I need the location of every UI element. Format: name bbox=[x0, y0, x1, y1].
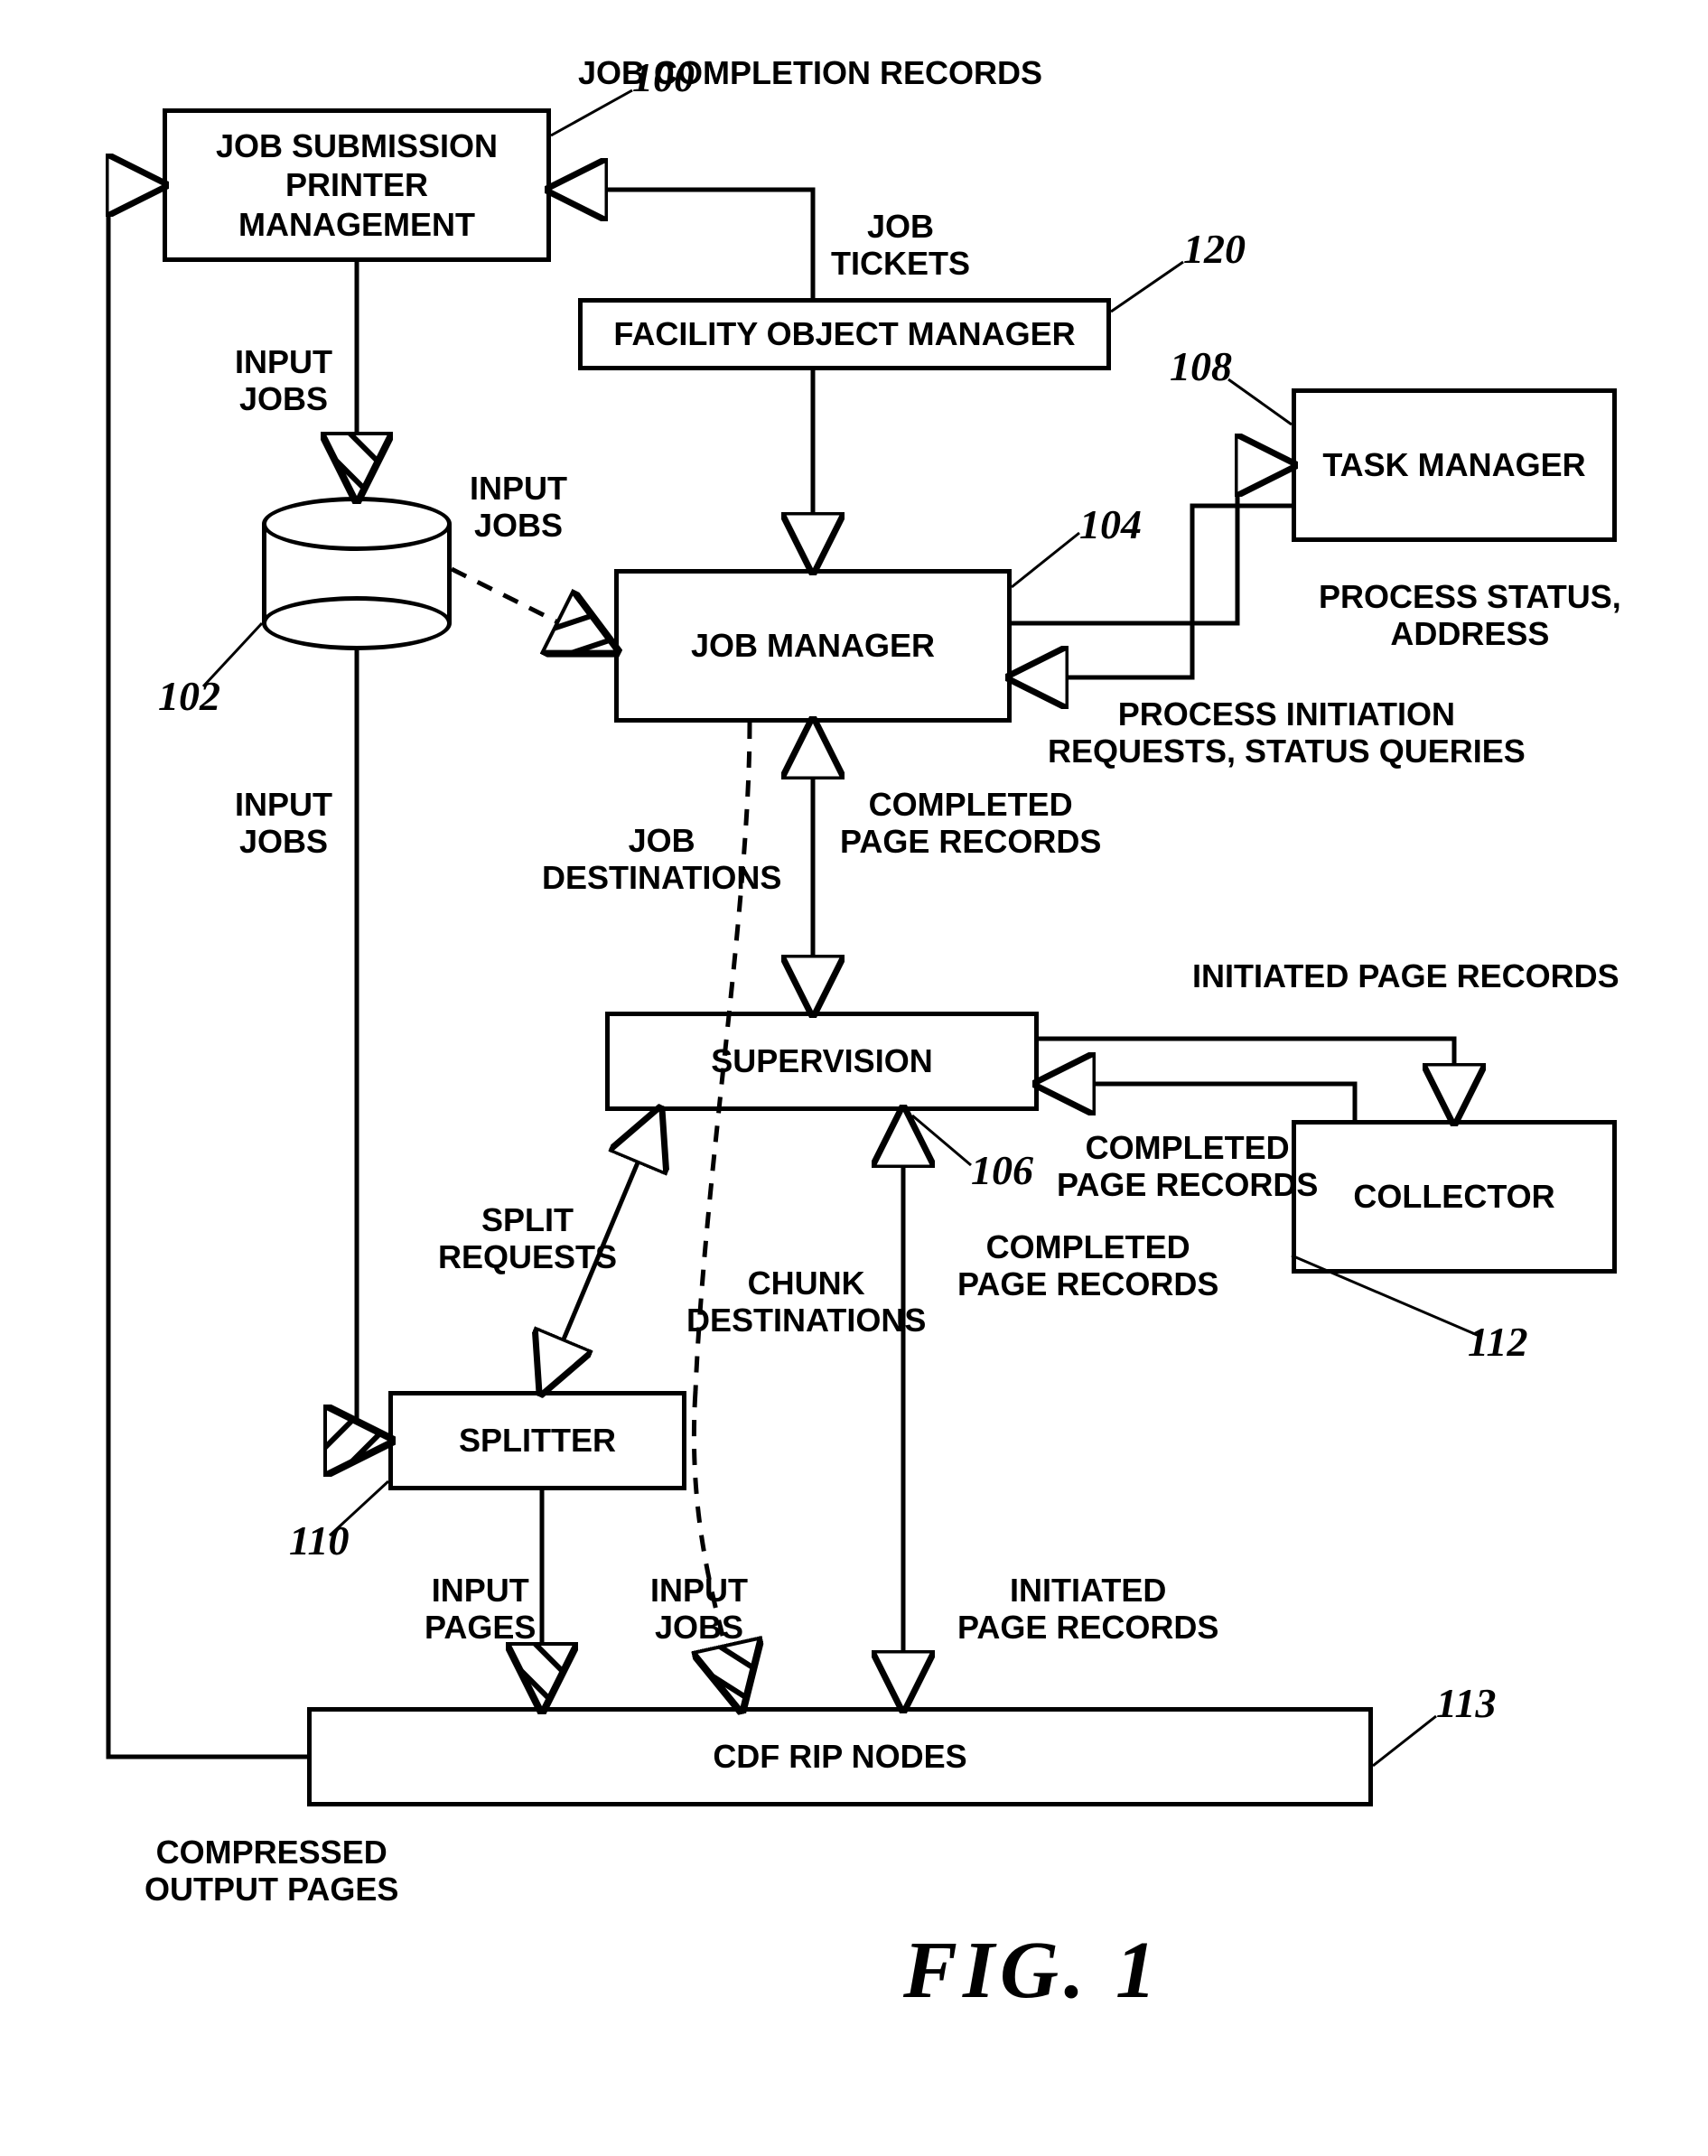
edge-label: INPUT JOBS bbox=[235, 786, 332, 861]
node-job-submission: JOB SUBMISSION PRINTER MANAGEMENT bbox=[163, 108, 551, 262]
node-collector: COLLECTOR bbox=[1292, 1120, 1617, 1274]
node-label: JOB SUBMISSION PRINTER MANAGEMENT bbox=[174, 126, 539, 244]
node-label: CDF RIP NODES bbox=[713, 1737, 966, 1776]
ref-num: 102 bbox=[158, 673, 220, 721]
node-splitter: SPLITTER bbox=[388, 1391, 686, 1490]
edge-label: INITIATED PAGE RECORDS bbox=[957, 1572, 1218, 1647]
diagram-canvas: JOB SUBMISSION PRINTER MANAGEMENT FACILI… bbox=[0, 0, 1708, 2156]
ref-num: 106 bbox=[971, 1147, 1033, 1195]
node-job-manager: JOB MANAGER bbox=[614, 569, 1012, 723]
edge-label: INITIATED PAGE RECORDS bbox=[1192, 957, 1619, 994]
ref-num: 100 bbox=[632, 54, 695, 102]
node-task-manager: TASK MANAGER bbox=[1292, 388, 1617, 542]
node-label: JOB MANAGER bbox=[691, 626, 935, 665]
edge-label: COMPLETED PAGE RECORDS bbox=[1057, 1129, 1318, 1204]
node-facility-object-manager: FACILITY OBJECT MANAGER bbox=[578, 298, 1111, 370]
ref-num: 112 bbox=[1468, 1319, 1527, 1367]
edge-label: COMPLETED PAGE RECORDS bbox=[957, 1228, 1218, 1303]
edge-label: PROCESS INITIATION REQUESTS, STATUS QUER… bbox=[1048, 695, 1526, 770]
edge-label: INPUT JOBS bbox=[470, 470, 567, 545]
edge-label: SPLIT REQUESTS bbox=[438, 1201, 617, 1276]
edge-label: PROCESS STATUS, ADDRESS bbox=[1319, 578, 1621, 653]
ref-num: 120 bbox=[1183, 226, 1246, 274]
edge-label: COMPLETED PAGE RECORDS bbox=[840, 786, 1101, 861]
ref-num: 104 bbox=[1079, 501, 1142, 549]
node-label: COLLECTOR bbox=[1353, 1177, 1554, 1216]
ref-num: 108 bbox=[1170, 343, 1232, 391]
edge-label: JOB DESTINATIONS bbox=[542, 822, 781, 897]
node-label: TASK MANAGER bbox=[1322, 445, 1585, 484]
edge-label: INPUT JOBS bbox=[650, 1572, 748, 1647]
node-label: SPLITTER bbox=[459, 1421, 616, 1460]
edge-label: INPUT JOBS bbox=[235, 343, 332, 418]
figure-caption: FIG. 1 bbox=[903, 1924, 1162, 2017]
node-supervision: SUPERVISION bbox=[605, 1012, 1039, 1111]
edge-label: JOB TICKETS bbox=[831, 208, 970, 283]
edge-label: INPUT PAGES bbox=[425, 1572, 536, 1647]
ref-num: 110 bbox=[289, 1517, 349, 1565]
node-cdf-rip-nodes: CDF RIP NODES bbox=[307, 1707, 1373, 1806]
ref-num: 113 bbox=[1436, 1680, 1496, 1728]
edge-label: COMPRESSED OUTPUT PAGES bbox=[145, 1834, 398, 1909]
node-spool bbox=[262, 497, 452, 650]
node-label: FACILITY OBJECT MANAGER bbox=[613, 314, 1075, 353]
node-label: SUPERVISION bbox=[711, 1041, 932, 1080]
edge-label: CHUNK DESTINATIONS bbox=[686, 1265, 926, 1339]
